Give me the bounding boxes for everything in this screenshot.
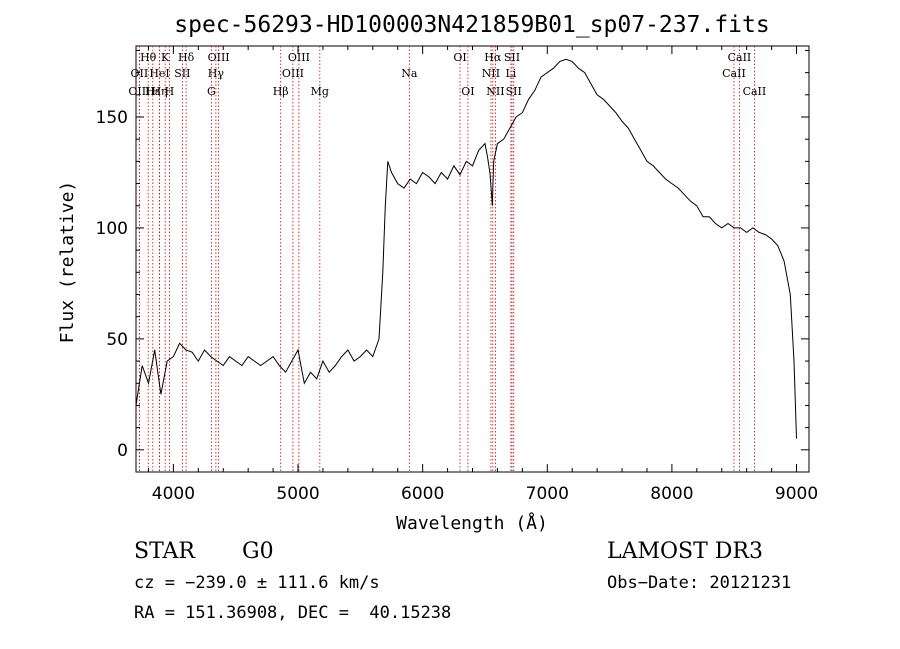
line-label-9: SII — [174, 67, 190, 80]
line-label-26: CaII — [728, 51, 752, 64]
y-tick-label-1: 50 — [106, 330, 128, 350]
line-label-8: Hδ — [178, 51, 195, 64]
line-label-11: Hγ — [208, 67, 225, 80]
x-tick-label-1: 5000 — [276, 484, 319, 504]
x-axis-label: Wavelength (Å) — [396, 512, 548, 534]
line-label-1: OII — [131, 67, 149, 80]
line-label-17: Na — [401, 67, 418, 80]
chart-title: spec-56293-HD100003N421859B01_sp07-237.f… — [174, 12, 769, 38]
line-label-2: OIII — [128, 85, 150, 98]
line-label-22: NII — [486, 85, 504, 98]
coordinates: RA = 151.36908, DEC = 40.15238 — [134, 603, 452, 623]
line-label-13: Hβ — [273, 85, 289, 98]
x-tick-label-2: 6000 — [401, 484, 444, 504]
line-label-18: OI — [453, 51, 466, 64]
redshift-value: cz = −239.0 ± 111.6 km/s — [134, 573, 380, 593]
line-label-21: NII — [482, 67, 500, 80]
observation-date: Obs−Date: 20121231 — [607, 573, 792, 593]
plot-frame — [135, 45, 810, 473]
survey-name: LAMOST DR3 — [607, 539, 763, 564]
x-tick-label-3: 7000 — [526, 484, 569, 504]
line-label-16: Mg — [311, 85, 329, 98]
y-axis-label: Flux (relative) — [57, 181, 78, 344]
spectral-line-markers — [138, 46, 755, 472]
x-tick-label-4: 8000 — [650, 484, 693, 504]
line-label-10: OIII — [208, 51, 230, 64]
line-label-3: Hε — [145, 85, 161, 98]
y-tick-label-2: 100 — [96, 219, 128, 239]
line-label-4: HeI — [149, 67, 169, 80]
line-label-14: OIII — [282, 67, 304, 80]
line-label-25: Li — [505, 67, 516, 80]
x-tick-label-0: 4000 — [152, 484, 195, 504]
line-label-20: Hα — [484, 51, 502, 64]
object-class: STAR — [134, 539, 195, 564]
y-tick-label-0: 0 — [117, 441, 128, 461]
line-label-12: G — [207, 85, 216, 98]
x-tick-label-5: 9000 — [775, 484, 818, 504]
line-label-5: Hη — [151, 85, 167, 98]
flux-series-line — [135, 58, 797, 439]
line-label-27: CaII — [722, 67, 746, 80]
line-label-28: CaII — [743, 85, 767, 98]
line-label-23: SII — [504, 51, 520, 64]
line-label-24: SII — [506, 85, 522, 98]
line-label-15: OIII — [288, 51, 310, 64]
y-axis-ticks: 0 50 100 150 — [96, 49, 809, 461]
line-label-6: K — [161, 51, 170, 64]
x-axis-ticks: 4000 5000 6000 7000 8000 9000 — [147, 46, 818, 504]
y-tick-label-3: 150 — [96, 108, 128, 128]
line-label-19: OI — [461, 85, 474, 98]
line-label-0: Hθ — [140, 51, 157, 64]
object-subclass: G0 — [242, 539, 274, 564]
line-label-7: H — [165, 85, 175, 98]
